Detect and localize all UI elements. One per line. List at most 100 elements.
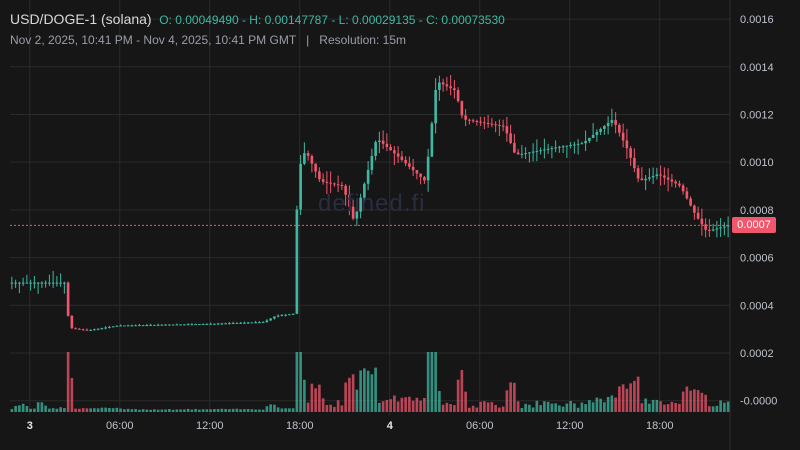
volume-bar — [546, 401, 550, 412]
volume-bar — [55, 408, 59, 412]
candle-body — [558, 146, 561, 148]
volume-bar — [558, 405, 561, 412]
volume-bar — [44, 405, 47, 412]
volume-bar — [573, 403, 576, 412]
candle-body — [689, 198, 692, 206]
candle-body — [51, 282, 55, 284]
volume-bar — [329, 404, 332, 412]
volume-bar — [340, 405, 344, 412]
candle-body — [59, 282, 62, 284]
volume-bar — [423, 397, 426, 412]
volume-bar — [625, 388, 629, 412]
volume-bar — [246, 408, 250, 412]
candle-body — [149, 324, 152, 326]
volume-bar — [415, 397, 419, 412]
candle-body — [445, 84, 449, 87]
candle-body — [411, 166, 415, 171]
candle-body — [651, 175, 655, 178]
volume-bar — [640, 403, 644, 412]
volume-bar — [261, 409, 265, 412]
volume-bar — [434, 352, 437, 412]
separator: | — [306, 33, 310, 47]
candle-body — [535, 150, 539, 152]
volume-bar — [419, 400, 422, 412]
volume-bar — [138, 409, 141, 412]
watermark: defined.fi — [318, 190, 426, 217]
candle-body — [329, 182, 332, 184]
volume-bar — [539, 405, 542, 412]
volume-bar — [145, 409, 149, 412]
time-axis[interactable]: 3 06:00 12:00 18:00 4 06:00 12:00 18:00 — [27, 420, 674, 432]
volume-bar — [175, 409, 179, 412]
volume-bar — [483, 401, 486, 412]
volume-bar — [726, 401, 730, 412]
volume-bar — [449, 404, 452, 412]
volume-bar — [456, 379, 460, 412]
candle-body — [681, 185, 685, 192]
candle-body — [370, 155, 374, 170]
candle-body — [606, 123, 610, 127]
candle-body — [318, 171, 321, 180]
candle-body — [48, 282, 51, 284]
volume-bar — [678, 403, 681, 412]
candle-body — [408, 163, 411, 167]
candle-body — [561, 146, 565, 148]
candle-body — [205, 323, 209, 325]
candle-body — [621, 132, 625, 141]
volume-bar — [164, 409, 167, 412]
volume-bar — [306, 402, 310, 412]
candle-body — [111, 326, 115, 328]
candle-body — [460, 101, 464, 116]
candle-body — [340, 185, 344, 187]
candle-body — [156, 324, 160, 326]
candle-body — [115, 325, 119, 327]
candle-body — [715, 228, 719, 230]
candle-body — [96, 328, 100, 330]
candle-body — [505, 126, 509, 134]
volume-bar — [314, 388, 317, 412]
candle-body — [419, 173, 422, 177]
y-tick-label: 0.0002 — [740, 348, 774, 360]
candle-body — [336, 184, 340, 186]
candle-body — [344, 185, 347, 195]
volume-bar — [693, 389, 696, 412]
candle-body — [145, 325, 149, 327]
volume-bar — [404, 397, 407, 412]
chart-header: USD/DOGE-1 (solana) O: 0.00049490 - H: 0… — [10, 11, 505, 27]
volume-bar — [269, 404, 272, 412]
volume-bar — [374, 367, 377, 412]
volume-bar — [505, 390, 509, 412]
volume-bar — [235, 408, 239, 412]
candle-body — [171, 324, 175, 326]
volume-bar — [569, 400, 572, 412]
pair-name: USD/DOGE-1 (solana) — [10, 11, 152, 27]
volume-bar — [141, 409, 145, 412]
volume-bar — [291, 408, 295, 412]
candle-body — [29, 282, 32, 284]
candle-body — [246, 322, 250, 324]
volume-bar — [153, 409, 156, 412]
price-axis[interactable]: 0.0016 0.0014 0.0012 0.0010 0.0008 0.0006 0.00… — [740, 14, 777, 408]
candle-body — [520, 153, 524, 155]
candle-body — [453, 88, 456, 91]
candle-body — [63, 282, 66, 284]
volume-bar — [276, 407, 280, 412]
volume-bar — [288, 408, 291, 412]
candle-body — [708, 229, 711, 231]
candle-body — [160, 324, 164, 326]
y-tick-label: 0.0016 — [740, 14, 774, 26]
candle-body — [531, 151, 535, 153]
volume-bar — [63, 408, 66, 412]
volume-bar — [723, 402, 726, 412]
candle-body — [569, 145, 572, 147]
candle-body — [18, 282, 21, 284]
candle-body — [280, 315, 284, 317]
volume-bar — [149, 409, 152, 412]
candle-body — [21, 282, 25, 284]
candle-body — [183, 324, 186, 326]
volume-bar — [378, 402, 381, 412]
candle-body — [190, 324, 194, 326]
volume-bar — [438, 390, 441, 412]
volume-bar — [299, 352, 302, 412]
